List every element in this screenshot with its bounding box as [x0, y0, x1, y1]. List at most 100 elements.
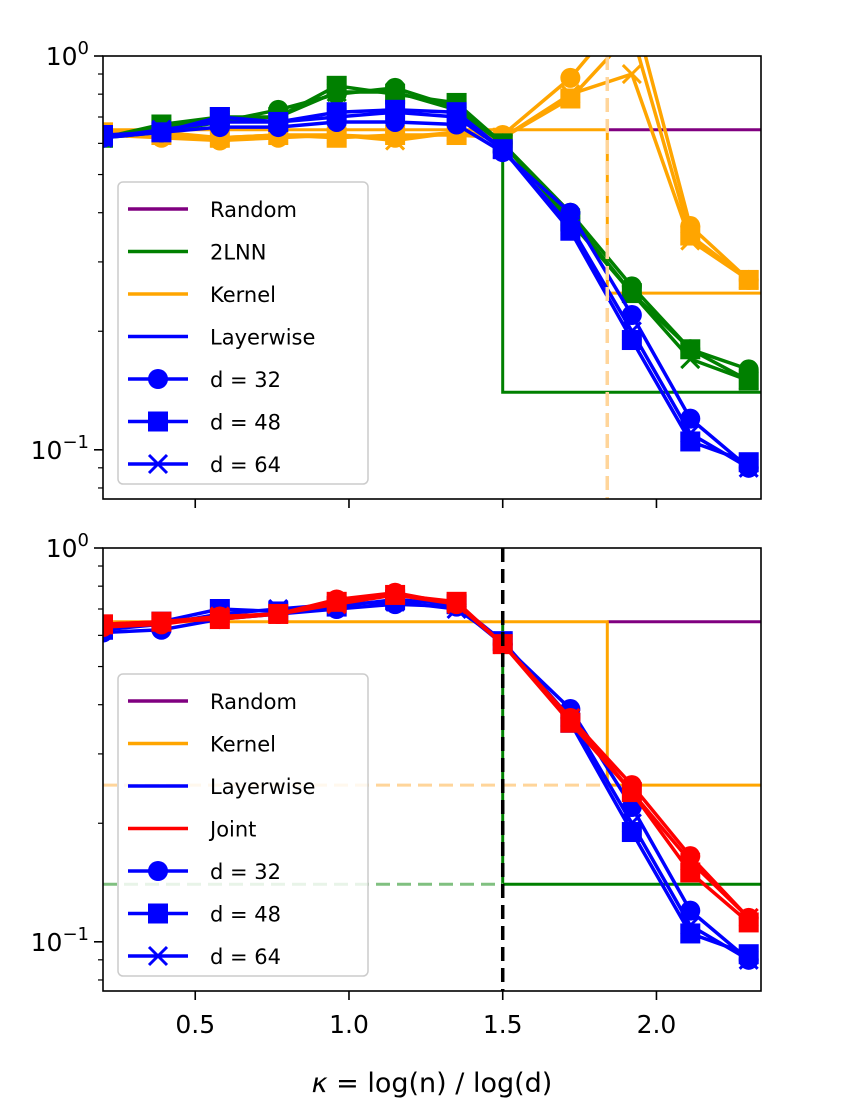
top-series-layerwise-d-64-point [209, 111, 230, 133]
bottom-legend-entry-marker [148, 861, 168, 881]
top-series-2lnn-d-64-point-b [326, 81, 347, 103]
top-series-kernel-d-64-point-b [738, 269, 759, 290]
bottom-series-joint-d-64-point [209, 606, 230, 627]
top-series-layerwise-d-64 [103, 102, 759, 478]
top-series-2lnn-d-64-point-b [621, 283, 642, 304]
top-series-kernel-d-64-point [560, 84, 581, 105]
top-panel: 100 10−1 Random 2LNN Kernel Layerwise d = 32 d… [31, 0, 762, 508]
top-series-2lnn-d-64-point-b [738, 370, 759, 391]
top-series-layerwise-d-64-point-b [492, 139, 513, 160]
bottom-series-layerwise-d-48-point [738, 944, 759, 965]
bottom-legend: Random Kernel Layerwise Joint d = 32 d = 48 d … [117, 673, 369, 977]
bottom-frame [102, 547, 762, 992]
bottom-panel: 0.5 1.0 1.5 2.0 100 10−1 Random Kernel Layerwis… [31, 530, 762, 1039]
bottom-series-joint-d-32-point [680, 846, 701, 867]
top-series-layerwise-d-48-point [446, 102, 467, 123]
top-series-layerwise-d-64-point-b [103, 127, 114, 140]
bottom-series-joint-d-64-point-b [385, 584, 406, 605]
top-series-kernel-d-64-point-b [680, 230, 701, 251]
top-legend-entry-marker [147, 453, 169, 475]
top-series-kernel-d-64-point-b [621, 63, 642, 85]
bottom-series-joint-d-64-point-b [326, 594, 347, 615]
bottom-x-tick-label: 1.0 [329, 1010, 369, 1039]
bottom-series-joint-d-64-point [326, 594, 347, 615]
top-series-layerwise-d-64-point [268, 111, 289, 133]
top-series-2lnn-d-64-point [326, 81, 347, 103]
top-series-kernel-d-64-point [621, 63, 642, 85]
top-series-layerwise-d-64-point-b [621, 321, 642, 342]
bottom-legend-entry-label: d = 48 [210, 903, 281, 927]
bottom-legend-entry-marker-b [147, 945, 169, 967]
bottom-series-layerwise-d-64-point-b [680, 915, 701, 936]
bottom-series-joint-d-64-point-a [103, 622, 114, 635]
top-series-2lnn-d-64-point [680, 348, 701, 370]
top-series-layerwise-d-64-point [492, 139, 513, 160]
top-axes: 100 10−1 [31, 38, 658, 508]
top-legend-entry-label: d = 64 [210, 453, 281, 477]
x-axis-label-rest: = log(n) / log(d) [328, 1068, 553, 1099]
bottom-legend-entry-label: Kernel [210, 733, 276, 757]
top-legend-box [117, 181, 369, 485]
top-series-layerwise-d-48-point [385, 99, 406, 120]
bottom-series-joint-d-64-point [621, 782, 642, 803]
bottom-series-joint-d-64 [103, 584, 759, 928]
bottom-series-layerwise-d-64-point [621, 813, 642, 834]
bottom-series-joint-d-48-point [209, 609, 230, 630]
top-series-layerwise-d-64-point-b [680, 423, 701, 444]
top-series-kernel-d-64-point [738, 269, 759, 290]
bottom-legend-entry-label: Joint [208, 818, 256, 842]
top-y-tick-label: 10−1 [31, 432, 89, 465]
bottom-legend-entry-label: Layerwise [210, 775, 315, 799]
bottom-y-tick-label: 10−1 [31, 924, 89, 957]
top-series-layerwise-d-64-point-b [446, 106, 467, 128]
bottom-legend-entry-marker [148, 903, 168, 924]
top-legend-entry-marker-b [147, 453, 169, 475]
top-series-kernel-d-64-point [385, 130, 406, 151]
top-series-layerwise-d-64-point [738, 457, 759, 478]
top-series-layerwise-d-64-point-a [103, 135, 114, 148]
bottom-series-joint-d-48-point [560, 712, 581, 733]
top-series-layerwise-d-64-point [680, 423, 701, 444]
top-series-layerwise-d-64-point-b [326, 106, 347, 128]
top-legend-entry-label: 2LNN [210, 241, 266, 265]
top-legend-entry-label: Kernel [210, 283, 276, 307]
top-legend-entry-label: Random [210, 198, 297, 222]
x-axis-label: κ = log(n) / log(d) [312, 1068, 553, 1099]
top-series-kernel-d-32-point [622, 0, 642, 15]
top-y-tick-label: 100 [46, 38, 89, 71]
top-series-layerwise-d-64-point [446, 106, 467, 128]
bottom-series-joint-d-64-line [103, 593, 750, 920]
top-legend-entry-label: Layerwise [210, 326, 315, 350]
top-series-layerwise-d-64-point-b [560, 215, 581, 237]
bottom-series-layerwise-d-64-point-b [738, 949, 759, 970]
bottom-x-tick-label: 1.5 [483, 1010, 523, 1039]
bottom-series-joint-d-64-point [680, 851, 701, 872]
top-series-2lnn-d-64-point-b [680, 348, 701, 370]
top-series-kernel-d-32-point [560, 67, 581, 88]
bottom-x-tick-label: 2.0 [637, 1010, 677, 1039]
top-legend-entry-label: d = 32 [210, 368, 281, 392]
bottom-series-layerwise-d-64-point [680, 915, 701, 936]
bottom-series-joint-d-64-point [151, 611, 172, 632]
bottom-series-joint-d-64-point-b [446, 594, 467, 615]
top-series-2lnn-d-64-point [738, 370, 759, 391]
bottom-series-joint-d-64-point-b [560, 707, 581, 729]
top-series-kernel-d-48-point [622, 22, 642, 42]
bottom-series-joint-d-64-point-b [268, 603, 289, 625]
top-series-2lnn-d-64-point [385, 81, 406, 103]
bottom-series-joint-d-64-point-b [209, 606, 230, 627]
top-series-layerwise-d-64-point [103, 127, 114, 148]
top-series-layerwise-d-64-point-b [385, 102, 406, 123]
bottom-legend-entry-marker [147, 945, 169, 967]
bottom-series-joint-d-64-point [385, 584, 406, 605]
top-series-layerwise-d-64-point [326, 106, 347, 128]
top-series-kernel-d-64-point-b [560, 84, 581, 105]
top-series-kernel-d-64-line [103, 72, 750, 282]
top-legend: Random 2LNN Kernel Layerwise d = 32 d = 48 d =… [117, 181, 369, 485]
top-series-layerwise-d-64-line [103, 110, 750, 470]
bottom-series-joint-d-64-point [560, 707, 581, 729]
top-plot-lines [103, 0, 761, 499]
top-series-layerwise-d-64-point-b [738, 457, 759, 478]
x-axis-label-kappa: κ [312, 1068, 328, 1099]
